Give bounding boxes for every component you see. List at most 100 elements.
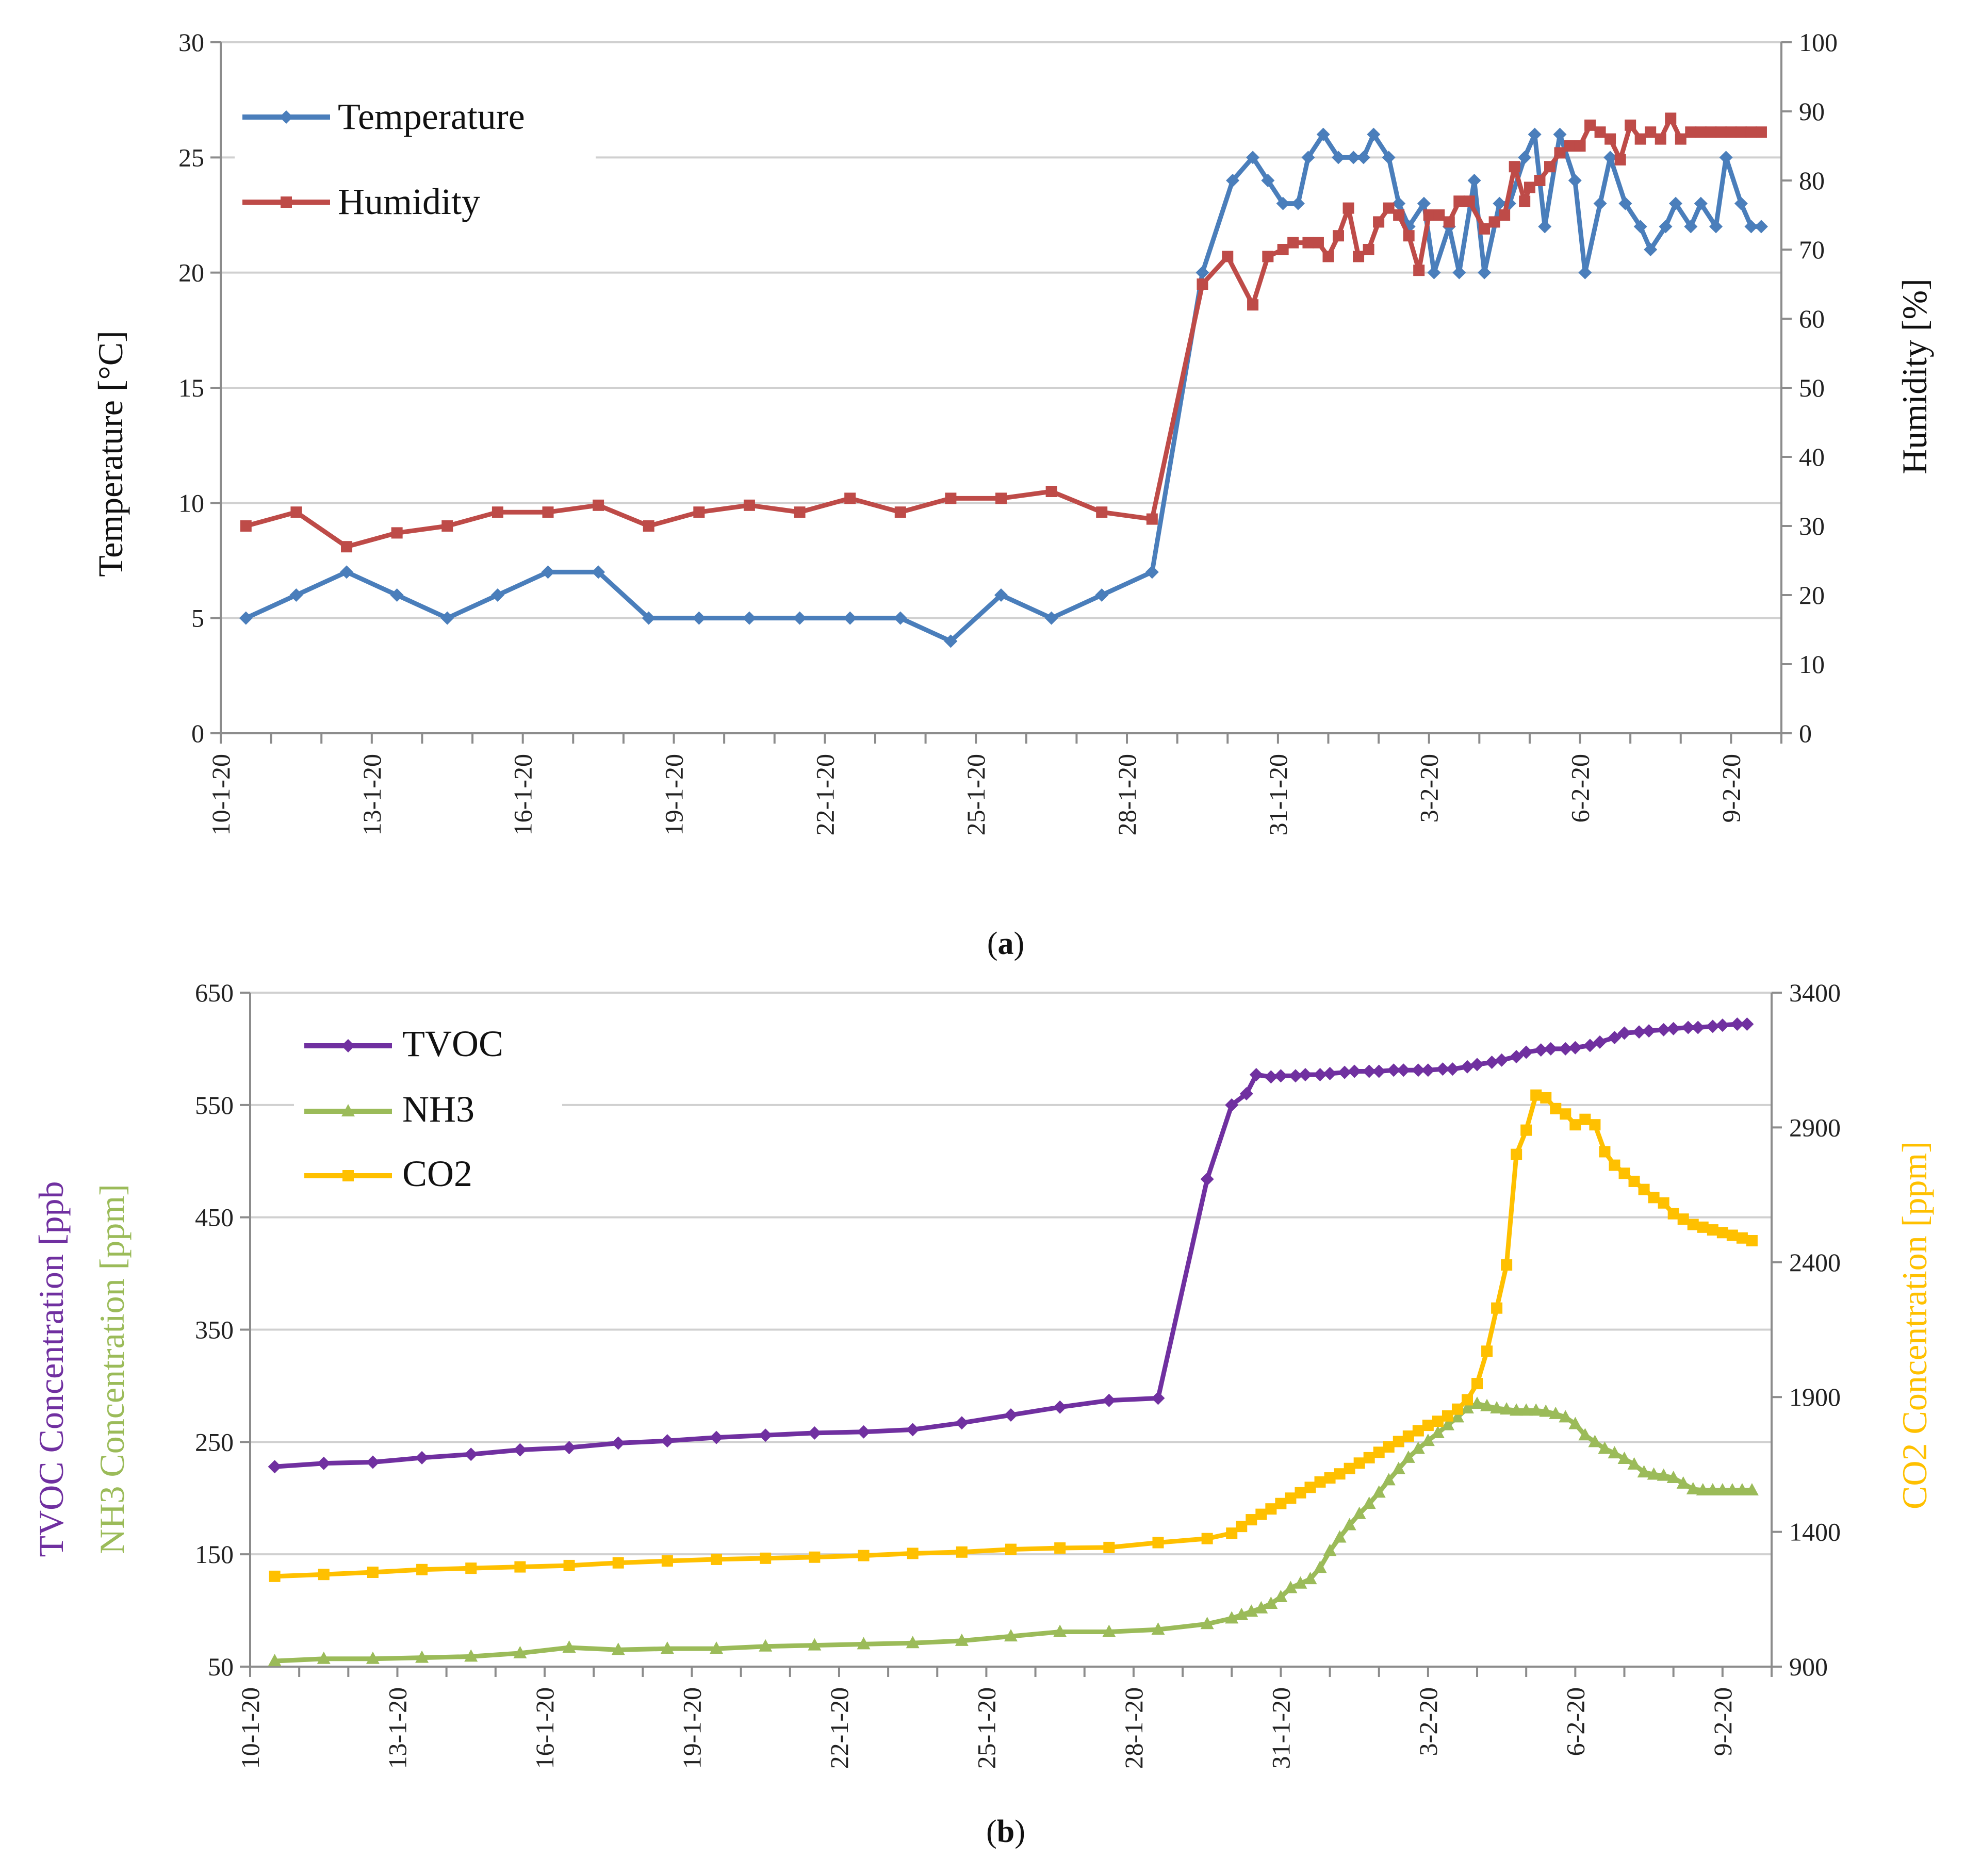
tvoc-point bbox=[1411, 1063, 1425, 1077]
humidity-point bbox=[1302, 237, 1314, 249]
nh3-point bbox=[759, 1639, 773, 1652]
legend-co2-label: CO2 bbox=[402, 1153, 472, 1194]
co2-point bbox=[465, 1562, 477, 1574]
co2-point bbox=[1353, 1457, 1365, 1469]
co2-point bbox=[1255, 1508, 1267, 1520]
right-tick-label: 50 bbox=[1799, 373, 1825, 402]
humidity-point bbox=[542, 506, 554, 518]
co2-legend-marker bbox=[342, 1170, 354, 1181]
temperature-point bbox=[1518, 151, 1532, 164]
tvoc-point bbox=[1362, 1064, 1376, 1078]
co2-point bbox=[1314, 1476, 1326, 1488]
co2-point bbox=[1677, 1213, 1689, 1225]
right-tick-label: 2400 bbox=[1789, 1248, 1841, 1277]
legend-humidity-swatch bbox=[242, 196, 330, 208]
left-tick-label: 20 bbox=[178, 258, 204, 287]
humidity-point bbox=[1499, 209, 1511, 221]
temperature-point bbox=[1452, 266, 1466, 279]
date-tick-label: 28-1-20 bbox=[1119, 1687, 1148, 1769]
co2-point bbox=[1520, 1124, 1532, 1136]
tvoc-point bbox=[317, 1456, 331, 1470]
right-tick-label: 100 bbox=[1799, 28, 1838, 57]
co2-point bbox=[1579, 1113, 1591, 1125]
co2-point bbox=[1285, 1492, 1297, 1504]
co2-point bbox=[1667, 1208, 1679, 1220]
co2-point bbox=[1501, 1259, 1513, 1271]
temperature-point bbox=[1659, 220, 1673, 234]
temperature-point bbox=[1684, 220, 1698, 234]
humidity-point bbox=[1045, 486, 1057, 497]
right-tick-label: 30 bbox=[1799, 512, 1825, 540]
humidity-legend-marker bbox=[281, 196, 292, 208]
nh3-point bbox=[415, 1650, 429, 1663]
temperature-point bbox=[1493, 196, 1506, 210]
nh3-point bbox=[1323, 1543, 1337, 1556]
tvoc-point bbox=[1264, 1070, 1278, 1084]
nh3-point bbox=[1333, 1530, 1347, 1543]
tvoc-point bbox=[660, 1434, 674, 1448]
humidity-point bbox=[1645, 126, 1657, 138]
right-tick-label: 1900 bbox=[1789, 1383, 1841, 1411]
tvoc-point bbox=[1642, 1024, 1656, 1038]
humidity-point bbox=[1685, 126, 1697, 138]
co2-point bbox=[1201, 1533, 1213, 1544]
chart-a-y-axis-title: Temperature [°C] bbox=[91, 331, 130, 577]
temperature-point bbox=[1478, 266, 1492, 279]
nh3-point bbox=[1529, 1403, 1543, 1416]
tvoc-point bbox=[1239, 1087, 1253, 1101]
chart-b-co2-axis-title: CO2 Concentration [ppm] bbox=[1895, 1141, 1934, 1509]
co2-point bbox=[1432, 1416, 1444, 1427]
temperature-point bbox=[1332, 151, 1346, 164]
tvoc-point bbox=[1249, 1068, 1263, 1082]
humidity-point bbox=[1277, 244, 1289, 255]
temperature-point bbox=[1528, 127, 1542, 141]
legend-nh3-label: NH3 bbox=[402, 1089, 474, 1130]
tvoc-point bbox=[1617, 1026, 1631, 1040]
nh3-point bbox=[1519, 1403, 1533, 1416]
right-tick-label: 0 bbox=[1799, 719, 1812, 748]
tvoc-point bbox=[415, 1451, 429, 1464]
nh3-point bbox=[1578, 1428, 1592, 1441]
co2-point bbox=[416, 1564, 428, 1575]
nh3-point bbox=[1293, 1576, 1307, 1589]
temperature-point bbox=[1246, 151, 1260, 164]
legend-tvoc-swatch bbox=[304, 1039, 392, 1052]
tvoc-point bbox=[906, 1423, 920, 1437]
temperature-point bbox=[994, 588, 1008, 602]
tvoc-point bbox=[268, 1460, 282, 1474]
nh3-legend-marker bbox=[341, 1104, 355, 1116]
humidity-point bbox=[1423, 209, 1435, 221]
humidity-point bbox=[1383, 202, 1395, 214]
co2-point bbox=[514, 1561, 526, 1573]
date-tick-label: 19-1-20 bbox=[677, 1687, 706, 1769]
co2-point bbox=[1628, 1175, 1640, 1187]
legend-humidity-label: Humidity bbox=[338, 181, 480, 222]
date-tick-label: 25-1-20 bbox=[961, 754, 990, 835]
nh3-point bbox=[1254, 1601, 1268, 1614]
temperature-point bbox=[592, 565, 605, 579]
temperature-point bbox=[289, 588, 303, 602]
humidity-point bbox=[1463, 195, 1475, 207]
humidity-point bbox=[593, 499, 604, 511]
nh3-point bbox=[1391, 1461, 1405, 1474]
humidity-point bbox=[945, 492, 957, 504]
temperature-point bbox=[440, 611, 454, 625]
temperature-point bbox=[793, 611, 807, 625]
co2-point bbox=[1373, 1446, 1385, 1458]
humidity-point bbox=[1604, 133, 1616, 145]
tvoc-point bbox=[857, 1425, 871, 1439]
right-tick-label: 10 bbox=[1799, 650, 1825, 679]
left-tick-label: 10 bbox=[178, 488, 204, 517]
left-tick-label: 150 bbox=[195, 1540, 234, 1569]
nh3-point bbox=[1274, 1589, 1288, 1602]
tvoc-point bbox=[1313, 1068, 1327, 1082]
nh3-point bbox=[562, 1640, 576, 1653]
nh3-point bbox=[268, 1654, 282, 1667]
nh3-point bbox=[1510, 1403, 1524, 1416]
co2-point bbox=[1295, 1487, 1306, 1499]
tvoc-point bbox=[1715, 1018, 1729, 1032]
co2-point bbox=[318, 1569, 330, 1581]
humidity-point bbox=[1433, 209, 1445, 221]
date-tick-label: 9-2-20 bbox=[1716, 754, 1745, 822]
chart-b-legend: TVOC NH3 CO2 bbox=[294, 1011, 562, 1202]
